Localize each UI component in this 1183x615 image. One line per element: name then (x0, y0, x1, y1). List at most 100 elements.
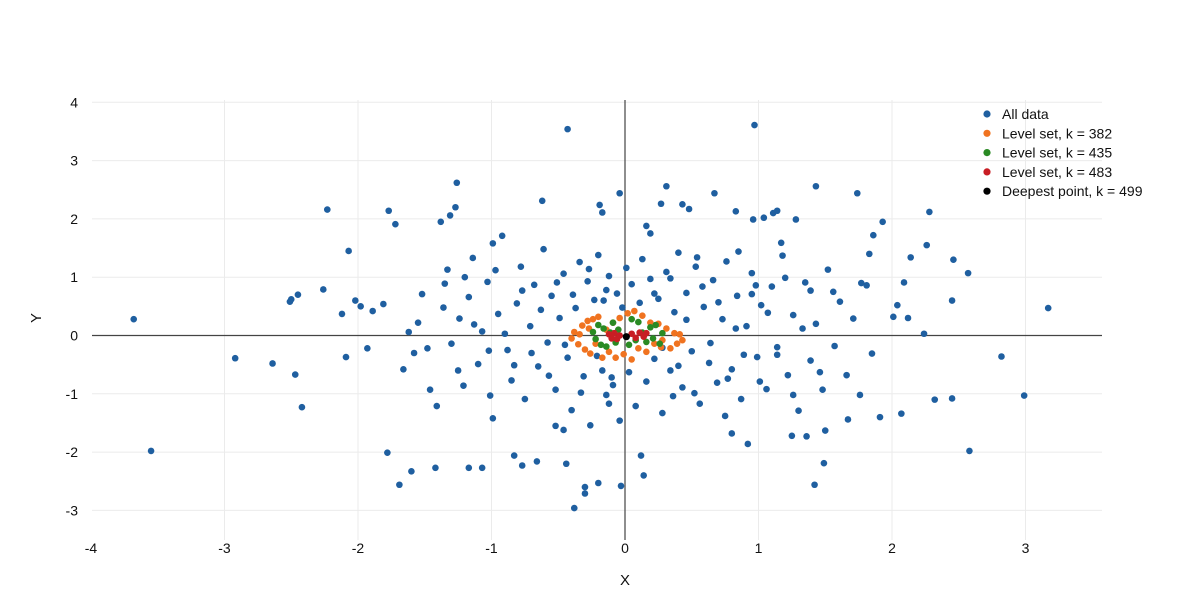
data-point (831, 342, 838, 350)
data-point (923, 241, 931, 249)
data-point (683, 316, 690, 324)
data-point (679, 201, 686, 208)
data-point (510, 361, 518, 369)
data-point (552, 422, 559, 430)
data-point (659, 329, 666, 337)
data-point (446, 212, 454, 219)
legend-label: Deepest point, k = 499 (1002, 183, 1143, 199)
data-point (624, 310, 631, 317)
data-point (964, 269, 972, 277)
y-tick-label: 0 (70, 328, 78, 344)
data-point (773, 207, 781, 215)
data-point (595, 479, 602, 487)
data-point (643, 348, 650, 356)
data-point (744, 440, 752, 448)
data-point (799, 325, 806, 332)
data-point (876, 413, 884, 421)
data-point (508, 377, 515, 384)
data-point (570, 328, 578, 336)
y-tick-label: 1 (70, 269, 78, 285)
data-point (803, 433, 810, 440)
y-tick-label: 2 (70, 211, 78, 227)
data-point (526, 322, 534, 330)
data-point (478, 464, 486, 472)
data-point (807, 287, 814, 294)
data-point (637, 452, 645, 459)
data-point (533, 458, 541, 465)
data-point (870, 231, 877, 239)
legend-item-k435[interactable]: Level set, k = 435 (983, 145, 1112, 161)
data-point (709, 276, 717, 284)
data-point (676, 331, 684, 338)
data-point (410, 349, 418, 357)
data-point (611, 329, 618, 337)
y-axis-title: Y (28, 313, 45, 323)
data-point (836, 298, 844, 305)
data-point (713, 379, 721, 387)
data-point (548, 292, 555, 300)
data-point (612, 354, 619, 361)
data-point (801, 279, 809, 286)
data-point (552, 386, 559, 394)
data-point (693, 254, 701, 261)
data-point (603, 391, 610, 399)
data-point (586, 421, 594, 429)
legend-item-k382[interactable]: Level set, k = 382 (983, 125, 1112, 141)
y-tick-label: -2 (66, 444, 79, 460)
data-point (656, 340, 664, 347)
data-point (597, 341, 605, 349)
data-point (853, 189, 861, 197)
data-point (384, 449, 391, 456)
data-point (484, 278, 491, 286)
data-point (863, 282, 870, 289)
data-point (715, 298, 722, 306)
data-point (595, 321, 602, 329)
data-point (513, 300, 521, 307)
data-point (441, 280, 449, 287)
data-point (649, 335, 657, 342)
data-point (816, 368, 824, 376)
data-point (812, 182, 820, 190)
data-point (691, 389, 698, 397)
data-point (667, 275, 674, 282)
data-point (231, 354, 239, 362)
data-point (807, 357, 814, 364)
legend-item-all[interactable]: All data (983, 106, 1049, 122)
legend[interactable]: All data Level set, k = 382 Level set, k =… (983, 106, 1143, 199)
data-point (620, 350, 627, 358)
data-point (635, 345, 642, 352)
data-point (595, 313, 602, 321)
data-point (385, 207, 393, 215)
data-point (561, 341, 569, 349)
legend-marker (983, 149, 991, 157)
legend-item-k483[interactable]: Level set, k = 483 (983, 164, 1112, 180)
data-point (643, 222, 650, 230)
data-point (596, 201, 603, 209)
data-point (819, 386, 826, 394)
data-point (380, 300, 387, 308)
data-point (560, 426, 567, 434)
data-point (647, 324, 654, 331)
data-point (707, 339, 714, 347)
data-point (773, 351, 781, 359)
x-tick-label: -1 (485, 540, 498, 556)
series-k382 (568, 307, 686, 363)
data-point (323, 206, 331, 213)
data-point (568, 335, 575, 342)
data-point (392, 220, 399, 228)
data-point (811, 481, 818, 489)
data-point (581, 483, 589, 491)
data-point (147, 447, 155, 455)
data-point (586, 350, 594, 357)
data-point (562, 460, 570, 468)
legend-item-deepest[interactable]: Deepest point, k = 499 (983, 183, 1143, 199)
data-point (585, 265, 593, 273)
data-point (688, 347, 696, 355)
data-point (824, 266, 832, 273)
data-point (904, 314, 912, 322)
data-point (907, 254, 914, 261)
data-point (657, 200, 665, 208)
data-point (408, 468, 415, 475)
data-point (593, 352, 601, 360)
data-point (592, 340, 599, 347)
